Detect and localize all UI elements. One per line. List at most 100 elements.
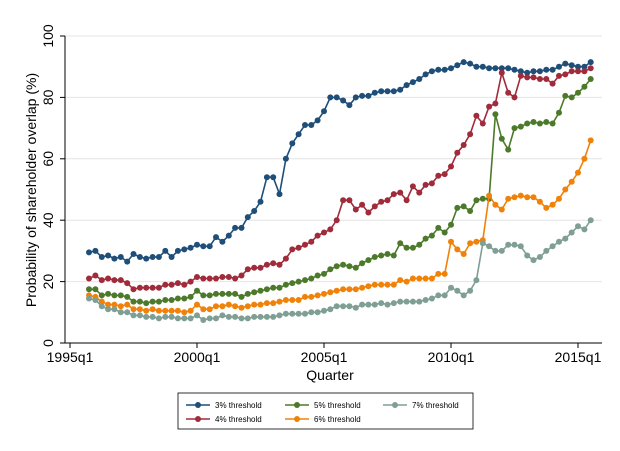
data-point [365, 283, 372, 290]
data-point [587, 65, 594, 72]
data-point [549, 120, 556, 127]
data-point [238, 272, 245, 279]
data-point [136, 284, 143, 291]
data-point [397, 240, 404, 247]
data-point [270, 284, 277, 291]
data-point [454, 287, 461, 294]
x-tick-label: 1995q1 [47, 349, 94, 365]
data-point [257, 264, 264, 271]
data-point [174, 307, 181, 314]
data-point [409, 275, 416, 282]
data-point [98, 277, 105, 284]
y-tick-label: 40 [40, 212, 56, 228]
data-point [111, 306, 118, 313]
data-point [187, 293, 194, 300]
legend-item: 6% threshold [285, 415, 361, 424]
data-point [302, 241, 308, 248]
data-point [194, 312, 200, 319]
data-point [340, 286, 347, 293]
data-point [524, 194, 531, 201]
data-point [340, 197, 347, 204]
data-point [352, 206, 359, 213]
data-point [181, 315, 188, 322]
data-point [174, 247, 181, 254]
data-point [282, 281, 289, 288]
data-point [276, 284, 283, 291]
data-point [308, 293, 315, 300]
data-point [543, 76, 550, 82]
data-point [155, 284, 162, 291]
data-point [384, 281, 391, 288]
data-point [505, 195, 512, 202]
data-point [149, 313, 156, 320]
data-point [289, 140, 296, 147]
data-point [321, 307, 327, 314]
data-point [365, 257, 372, 264]
data-point [448, 65, 454, 72]
data-point [124, 293, 131, 300]
series-4pct [86, 65, 594, 293]
x-axis-label: Quarter [306, 367, 354, 383]
data-point [333, 217, 340, 224]
data-point [251, 289, 258, 296]
data-point [473, 238, 480, 245]
data-point [575, 169, 581, 176]
data-point [435, 292, 442, 299]
data-point [428, 180, 435, 187]
legend-item: 5% threshold [285, 401, 361, 410]
data-point [486, 103, 493, 110]
data-point [403, 197, 410, 204]
data-point [295, 244, 302, 251]
data-point [441, 171, 448, 178]
data-point [422, 71, 429, 78]
data-point [200, 243, 207, 250]
data-point [327, 306, 334, 313]
data-point [130, 306, 137, 313]
data-point [581, 68, 588, 75]
data-point [530, 119, 537, 125]
data-point [378, 252, 385, 259]
data-point [136, 312, 143, 319]
data-point [416, 298, 423, 305]
data-point [117, 292, 124, 299]
data-point [232, 275, 239, 282]
data-point [162, 281, 169, 288]
data-point [295, 297, 302, 303]
data-point [92, 272, 99, 279]
data-point [575, 223, 581, 230]
data-point [365, 209, 372, 216]
data-point [556, 109, 562, 116]
data-point [270, 300, 277, 307]
data-point [181, 246, 188, 253]
data-point [213, 315, 219, 322]
data-point [263, 313, 270, 320]
data-point [155, 298, 162, 305]
data-point [378, 198, 385, 205]
data-point [117, 309, 124, 316]
data-point [441, 66, 448, 73]
y-ticks: 0 20 40 60 80 100 [40, 24, 65, 347]
data-point [581, 226, 588, 233]
data-point [194, 287, 200, 294]
data-point [257, 301, 264, 308]
data-point [568, 178, 575, 185]
data-point [263, 300, 270, 307]
data-point [479, 120, 486, 127]
data-point [143, 307, 150, 314]
data-point [340, 261, 347, 268]
data-point [403, 82, 410, 89]
data-point [111, 277, 118, 284]
data-point [524, 120, 531, 127]
data-point [149, 284, 156, 291]
data-point [498, 247, 505, 254]
data-point [124, 309, 131, 316]
data-point [206, 306, 213, 313]
data-point [155, 254, 162, 260]
data-point [352, 264, 359, 271]
data-point [219, 274, 226, 280]
data-point [359, 92, 366, 99]
data-point [295, 310, 302, 317]
data-point [422, 297, 429, 303]
data-point [111, 292, 118, 299]
